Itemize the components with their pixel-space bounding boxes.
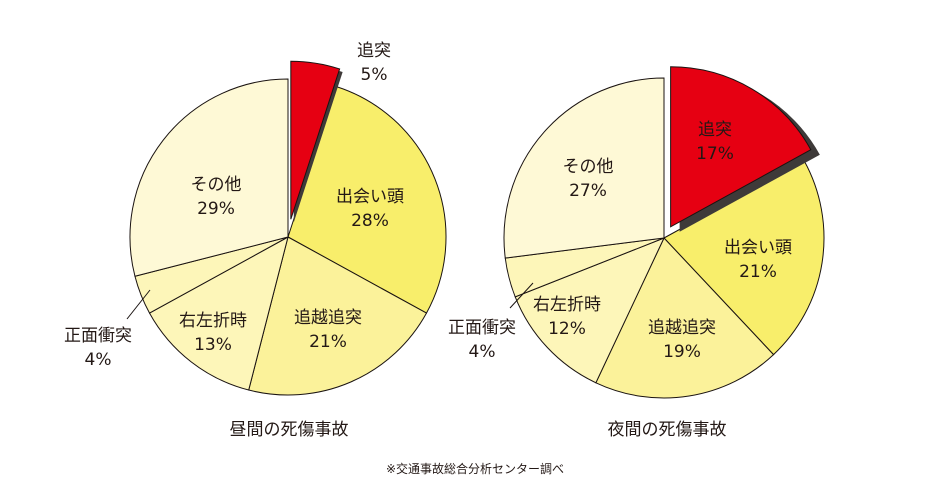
daytime-pie-chart: 追突 5% 出会い頭 28% 追越追突 21% 右左折時 13% 正面衝突 4% その他 29%: [64, 41, 447, 396]
day-overtaking-percent: 21%: [309, 332, 347, 352]
night-turning-slice: [514, 237, 665, 384]
day-turning-label: 右左折時: [179, 311, 247, 331]
day-rear-end-label: 追突: [357, 41, 391, 61]
night-turning-percent: 12%: [548, 319, 586, 339]
night-other-percent: 27%: [569, 181, 607, 201]
nighttime-chart-title: 夜間の死傷事故: [608, 420, 727, 440]
day-turning-slice: [148, 236, 289, 391]
night-turning-label: 右左折時: [533, 295, 601, 315]
night-overtaking-percent: 19%: [663, 342, 701, 362]
night-crossing-percent: 21%: [739, 262, 777, 282]
day-other-label: その他: [191, 175, 242, 195]
source-note: ※交通事故総合分析センター調べ: [386, 461, 564, 476]
night-head-on-label: 正面衝突: [448, 318, 516, 338]
night-overtaking-slice: [595, 237, 775, 399]
day-crossing-label: 出会い頭: [336, 187, 404, 207]
night-crossing-label: 出会い頭: [724, 238, 792, 258]
daytime-chart-title: 昼間の死傷事故: [230, 420, 349, 440]
day-crossing-percent: 28%: [351, 211, 389, 231]
night-rear-end-label: 追突: [698, 120, 732, 140]
day-head-on-leader-line: [126, 289, 151, 320]
day-rear-end-slice: [290, 60, 341, 220]
night-crossing-slice: [663, 160, 825, 356]
day-rear-end-percent: 5%: [361, 65, 388, 85]
night-other-slice: [503, 77, 665, 259]
day-other-slice: [129, 78, 289, 277]
night-other-label: その他: [563, 157, 614, 177]
day-crossing-slice: [287, 86, 447, 314]
night-rear-end-percent: 17%: [696, 144, 734, 164]
day-other-percent: 29%: [197, 199, 235, 219]
night-overtaking-label: 追越追突: [648, 318, 716, 338]
day-overtaking-label: 追越追突: [294, 308, 362, 328]
day-head-on-percent: 4%: [85, 350, 112, 370]
night-head-on-leader-line: [509, 282, 534, 309]
day-head-on-label: 正面衝突: [64, 326, 132, 346]
night-rear-end-slice: [670, 66, 812, 228]
nighttime-pie-chart: 追突 17% 出会い頭 21% 追越追突 19% 右左折時 12% 正面衝突 4% その他 27%: [448, 66, 825, 399]
day-overtaking-slice: [248, 236, 428, 396]
night-head-on-percent: 4%: [469, 342, 496, 362]
day-turning-percent: 13%: [194, 335, 232, 355]
